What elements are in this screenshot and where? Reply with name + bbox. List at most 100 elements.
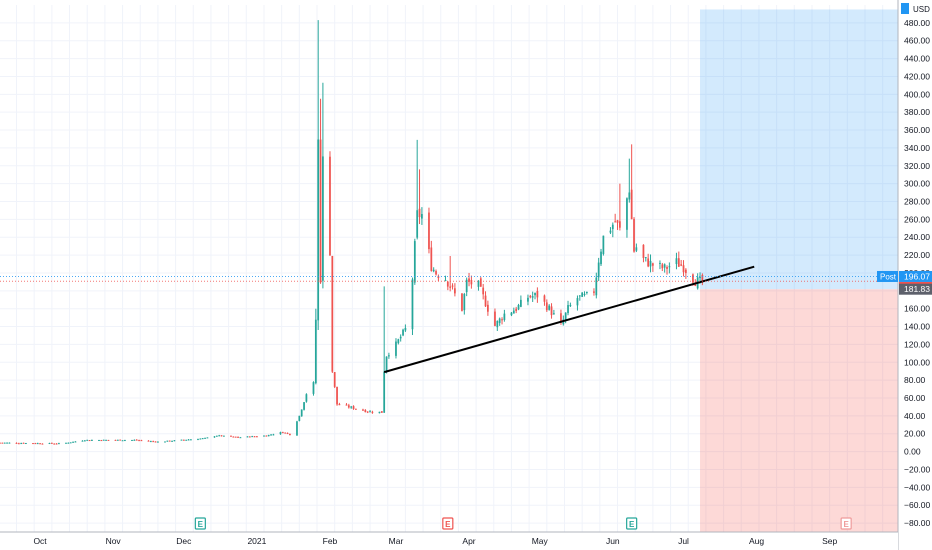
candle-body	[140, 440, 143, 442]
candle-body	[267, 434, 270, 437]
candle-body	[263, 435, 265, 437]
candle-body	[166, 440, 169, 442]
candle-body	[684, 269, 687, 273]
candle-body	[91, 439, 93, 441]
candle-body	[496, 320, 499, 328]
price-tick-label: 40.00	[904, 411, 926, 421]
long-position-tool[interactable]	[700, 9, 898, 532]
candle-body	[314, 319, 317, 384]
currency-label: USD	[913, 5, 930, 14]
candle-body	[692, 274, 694, 283]
candle-body	[20, 443, 23, 445]
price-candles	[0, 20, 704, 445]
price-tick-label: 320.00	[904, 161, 930, 171]
candle-body	[272, 434, 275, 436]
candle-body	[479, 278, 482, 287]
candle-body	[8, 442, 11, 444]
candle-body	[364, 410, 367, 413]
time-tick-label: Jul	[678, 536, 689, 546]
candle-body	[560, 313, 562, 323]
candle-body	[352, 406, 355, 409]
candle-body	[230, 435, 232, 437]
candle-body	[239, 437, 242, 439]
earnings-marker	[194, 517, 206, 530]
price-tick-label: 160.00	[904, 304, 930, 314]
candle-body	[694, 283, 697, 287]
earnings-marker-label: E	[843, 520, 849, 529]
candle-body	[531, 296, 534, 298]
candle-body	[319, 139, 322, 283]
candle-body	[510, 312, 513, 316]
chart-grid	[0, 5, 898, 532]
candle-body	[529, 295, 532, 298]
candle-body	[204, 437, 206, 439]
earnings-marker	[626, 517, 638, 530]
candle-body	[81, 440, 84, 442]
candle-body	[371, 411, 374, 413]
candle-body	[583, 293, 586, 295]
price-tick-label: −60.00	[904, 500, 931, 510]
candle-body	[548, 305, 551, 310]
time-tick-label: Oct	[33, 536, 47, 546]
candle-body	[437, 276, 440, 279]
candle-body	[416, 210, 419, 238]
candle-body	[251, 436, 254, 438]
time-tick-label: Feb	[323, 536, 338, 546]
candle-body	[626, 198, 628, 230]
candle-body	[534, 292, 536, 296]
candle-body	[362, 409, 364, 411]
candle-body	[74, 441, 77, 443]
candle-body	[378, 411, 381, 414]
candle-body	[100, 440, 103, 442]
candle-body	[147, 440, 150, 442]
price-tag	[899, 283, 932, 295]
candle-body	[600, 251, 602, 265]
candle-body	[503, 313, 506, 320]
candle-body	[597, 262, 600, 278]
candle-body	[616, 220, 619, 223]
candle-body	[185, 439, 188, 441]
candle-body	[15, 442, 18, 444]
candle-body	[157, 441, 159, 443]
candle-body	[642, 244, 645, 258]
candle-body	[451, 285, 454, 287]
candle-body	[17, 443, 20, 445]
time-axis[interactable]: Oct Nov Dec 2021 Feb Mar Apr May Jun Jul Aug Sep	[0, 531, 898, 550]
earnings-marker	[442, 517, 454, 530]
candle-body	[553, 313, 555, 315]
candle-body	[36, 443, 39, 445]
candle-body	[58, 443, 60, 445]
candle-body	[355, 408, 357, 410]
candle-body	[663, 264, 666, 268]
candle-body	[116, 439, 119, 441]
candle-body	[237, 436, 239, 438]
time-tick-label: Apr	[462, 536, 475, 546]
candle-body	[67, 442, 70, 444]
candle-body	[585, 291, 588, 293]
candle-body	[168, 440, 171, 442]
candle-body	[651, 263, 654, 266]
candle-body	[312, 382, 315, 394]
candle-body	[180, 439, 183, 441]
candle-body	[265, 435, 268, 437]
candle-body	[661, 264, 664, 269]
candle-body	[618, 221, 621, 228]
price-tick-label: 240.00	[904, 232, 930, 242]
candle-body	[435, 271, 437, 275]
candle-body	[152, 441, 155, 443]
candle-body	[322, 156, 324, 281]
price-tick-label: 20.00	[904, 429, 926, 439]
candle-body	[680, 264, 683, 266]
candle-body	[197, 439, 199, 441]
candle-body	[593, 291, 595, 293]
chart-overlays	[0, 265, 898, 374]
candle-body	[432, 269, 435, 272]
candle-body	[39, 443, 41, 445]
candle-body	[633, 218, 635, 252]
price-tag-value: 181.83	[904, 284, 930, 294]
post-market-label: Post	[880, 272, 897, 281]
price-tag-value: 196.07	[904, 271, 930, 281]
time-tick-label: Nov	[106, 536, 122, 546]
candle-body	[50, 442, 53, 444]
